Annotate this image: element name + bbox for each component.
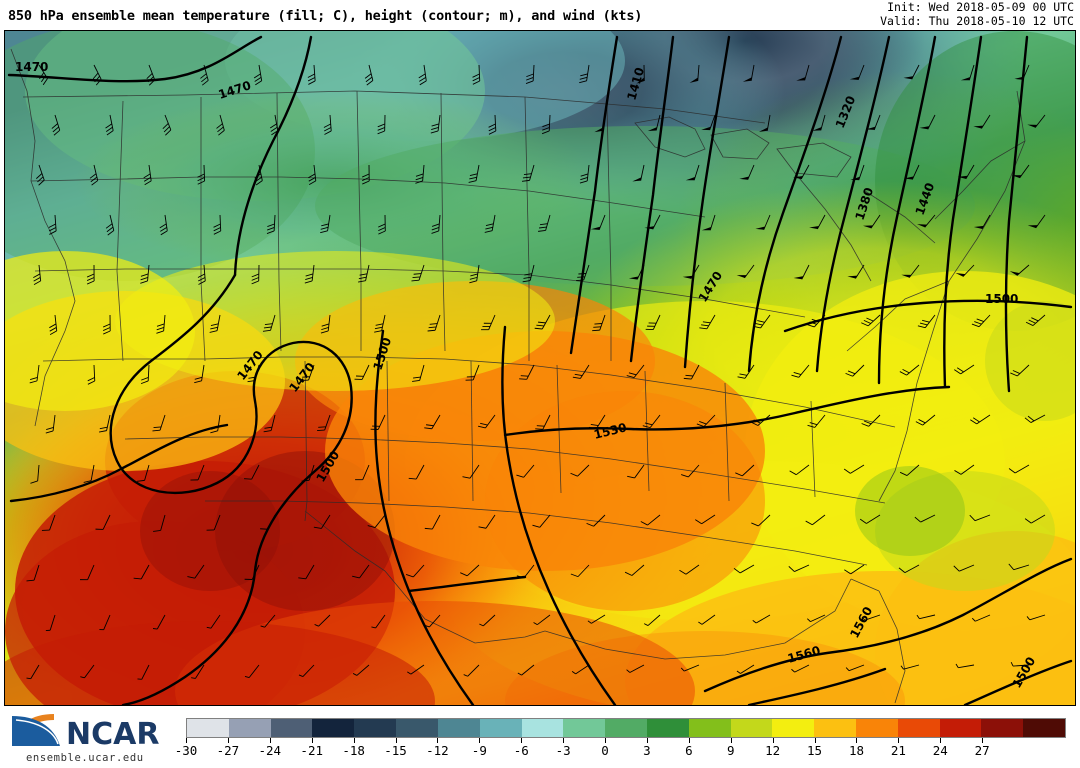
logo-wedge-blue: [12, 716, 60, 746]
colorbar-swatch-1: [228, 719, 271, 737]
colorbar-tick-labels: -30 -27 -24 -21 -18 -15 -12 -9 -6 -3 0 3 6 9 12 15 18 21 2…: [175, 743, 1066, 763]
colorbar-label-12: 6: [685, 743, 693, 758]
colorbar-swatches: [186, 718, 1066, 738]
colorbar-label-5: -15: [384, 743, 407, 758]
colorbar-tick-18: [940, 738, 942, 743]
height-contour-layer: [7, 35, 1073, 705]
init-time-label: Init: Wed 2018-05-09 00 UTC: [887, 0, 1074, 14]
colorbar-tick-2: [269, 738, 271, 743]
contour-label-1470: 1470: [15, 60, 48, 74]
ncar-logo[interactable]: NCAR ensemble.ucar.edu: [6, 710, 176, 764]
colorbar-label-9: -3: [555, 743, 571, 758]
colorbar-label-11: 3: [643, 743, 651, 758]
colorbar-label-17: 21: [890, 743, 906, 758]
colorbar-tick-8: [521, 738, 523, 743]
geography-layer: [10, 48, 1026, 704]
colorbar-label-7: -9: [471, 743, 487, 758]
valid-time-block: Init: Wed 2018-05-09 00 UTC Valid: Thu 2…: [880, 0, 1074, 28]
colorbar-label-6: -12: [426, 743, 449, 758]
ncar-wordmark: NCAR: [66, 717, 159, 752]
page-title: 850 hPa ensemble mean temperature (fill;…: [8, 8, 643, 24]
colorbar-swatch-20: [1023, 719, 1066, 737]
ncar-logo-mark: NCAR: [12, 714, 159, 752]
header-bar: 850 hPa ensemble mean temperature (fill;…: [0, 0, 1080, 30]
colorbar-swatch-7: [479, 719, 522, 737]
colorbar: -30 -27 -24 -21 -18 -15 -12 -9 -6 -3 0 3 6 9 12 15 18 21 2…: [175, 718, 1066, 764]
colorbar-swatch-5: [396, 719, 438, 737]
colorbar-tick-7: [479, 738, 481, 743]
colorbar-label-8: -6: [513, 743, 529, 758]
colorbar-swatch-3: [312, 719, 355, 737]
colorbar-tick-16: [856, 738, 858, 743]
colorbar-label-19: 27: [974, 743, 990, 758]
colorbar-swatch-4: [354, 719, 397, 737]
colorbar-swatch-9: [563, 719, 606, 737]
ncar-url-label[interactable]: ensemble.ucar.edu: [26, 752, 144, 764]
colorbar-tick-4: [353, 738, 355, 743]
colorbar-label-16: 18: [848, 743, 864, 758]
colorbar-tick-0: [186, 738, 187, 743]
colorbar-swatch-19: [981, 719, 1024, 737]
colorbar-label-14: 12: [765, 743, 781, 758]
colorbar-swatch-14: [772, 719, 815, 737]
temperature-fill-layer: [5, 31, 1075, 705]
colorbar-swatch-11: [646, 719, 689, 737]
colorbar-tick-19: [982, 738, 984, 743]
colorbar-tick-3: [311, 738, 313, 743]
colorbar-swatch-18: [939, 719, 982, 737]
colorbar-swatch-12: [688, 719, 731, 737]
colorbar-swatch-13: [730, 719, 773, 737]
weather-map-canvas[interactable]: 1470 1470 1470 1470 1470 1500 1500 1500 …: [5, 31, 1075, 705]
colorbar-tick-5: [395, 738, 397, 743]
colorbar-swatch-8: [521, 719, 564, 737]
colorbar-swatch-17: [897, 719, 940, 737]
colorbar-tick-11: [646, 738, 648, 743]
colorbar-swatch-16: [856, 719, 898, 737]
colorbar-swatch-10: [605, 719, 647, 737]
colorbar-label-2: -24: [258, 743, 282, 758]
colorbar-tick-13: [730, 738, 732, 743]
colorbar-label-0: -30: [174, 743, 198, 758]
map-panel[interactable]: 1470 1470 1470 1470 1470 1500 1500 1500 …: [4, 30, 1076, 706]
colorbar-tick-6: [437, 738, 439, 743]
colorbar-tick-17: [898, 738, 900, 743]
colorbar-swatch-15: [814, 719, 856, 737]
colorbar-tick-10: [605, 738, 607, 743]
valid-time-label: Valid: Thu 2018-05-10 12 UTC: [880, 13, 1074, 28]
colorbar-swatch-2: [270, 719, 313, 737]
colorbar-label-13: 9: [726, 743, 735, 758]
colorbar-label-18: 24: [932, 743, 948, 758]
contour-label-1500: 1500: [985, 292, 1018, 306]
footer-bar: NCAR ensemble.ucar.edu -30 -27 -24 -21 -18 -1…: [0, 706, 1080, 766]
colorbar-tick-1: [227, 738, 229, 743]
colorbar-label-4: -18: [342, 743, 365, 758]
colorbar-tick-15: [814, 738, 816, 743]
colorbar-label-3: -21: [300, 743, 323, 758]
colorbar-ticks: [186, 738, 1066, 744]
colorbar-tick-12: [688, 738, 690, 743]
colorbar-label-15: 15: [807, 743, 823, 758]
logo-highlight: [15, 719, 59, 745]
colorbar-label-1: -27: [216, 743, 240, 758]
colorbar-swatch-0: [187, 719, 229, 737]
colorbar-swatch-6: [437, 719, 480, 737]
colorbar-label-10: 0: [601, 743, 609, 758]
colorbar-tick-9: [563, 738, 565, 743]
colorbar-tick-14: [772, 738, 774, 743]
